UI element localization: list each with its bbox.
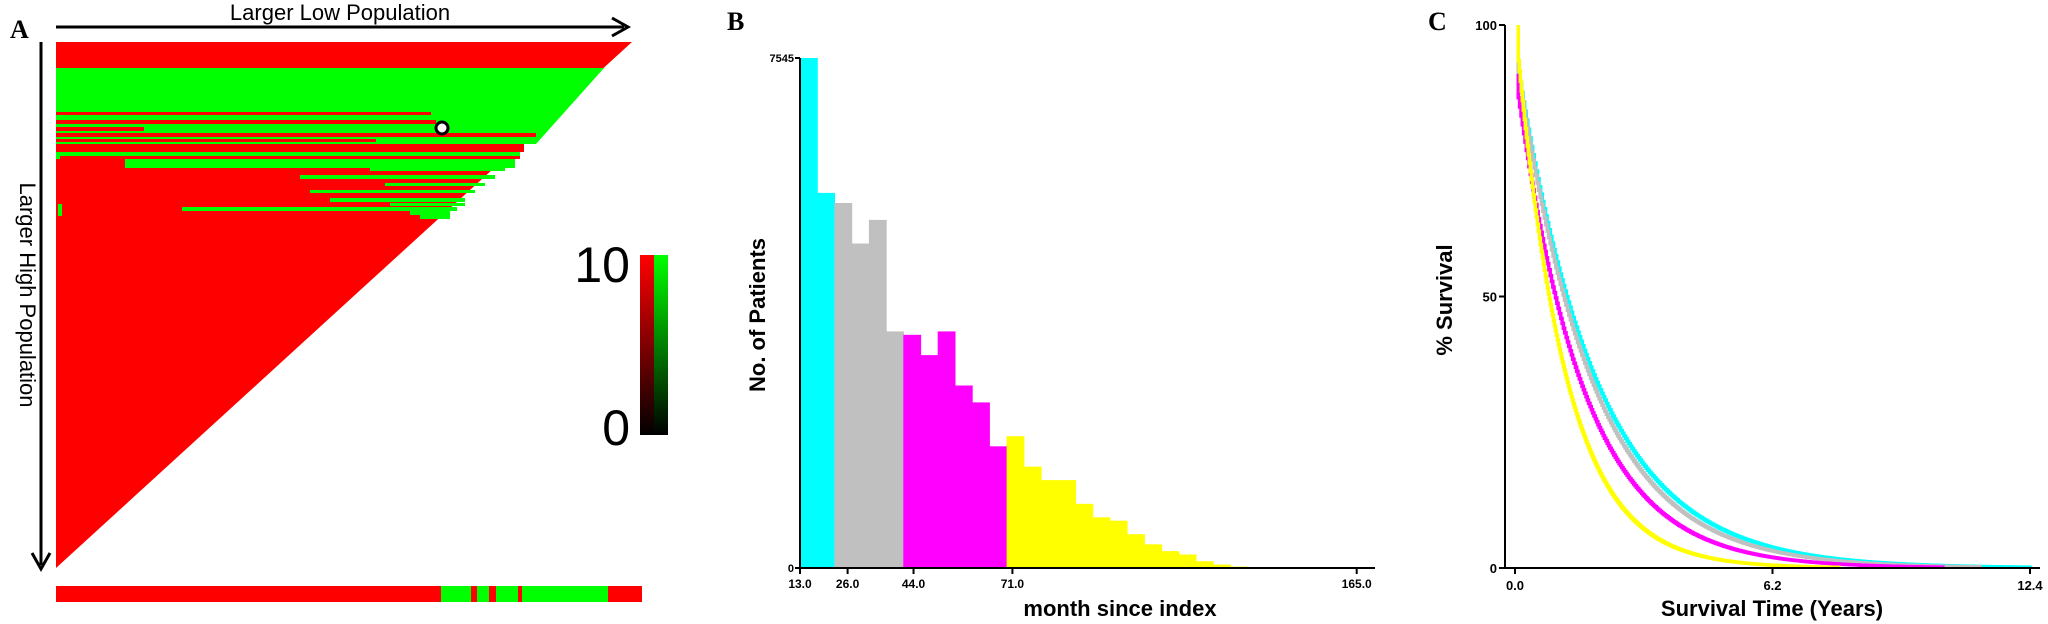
b-ytick-label-zero: 0 <box>788 563 794 575</box>
bottom-bar-segment <box>477 586 489 602</box>
heatmap-bottom-bar <box>56 586 642 602</box>
bottom-bar-segment <box>441 586 471 602</box>
histogram-bar <box>1092 517 1111 568</box>
histogram-bar <box>937 331 956 568</box>
panel-b-label: B <box>727 7 744 36</box>
b-xtick-label: 26.0 <box>836 577 860 591</box>
histogram-bar <box>868 219 887 568</box>
heatmap-stripe <box>56 127 144 131</box>
heatmap-stripe <box>56 144 524 152</box>
b-xtick-label: 71.0 <box>1001 577 1025 591</box>
c-xtick-label: 12.4 <box>2017 578 2043 593</box>
colorbar-red <box>640 255 654 435</box>
histogram-bar <box>1058 480 1076 568</box>
heatmap-stripe <box>420 215 450 219</box>
heatmap-stripe <box>390 203 465 206</box>
heatmap-stripe <box>330 198 465 202</box>
b-xtick-label: 13.0 <box>788 577 812 591</box>
heatmap-stripe <box>56 112 431 115</box>
histogram-bar <box>1109 520 1128 568</box>
b-x-ticks: 13.0 26.0 44.0 71.0 165.0 <box>788 568 1372 591</box>
survival-curves <box>1516 25 2032 570</box>
heatmap-stripe <box>410 211 450 215</box>
histogram-bar <box>1213 564 1231 568</box>
histogram-bar <box>903 334 922 568</box>
histogram-bar <box>1041 480 1059 568</box>
b-xtick-label: 165.0 <box>1342 577 1372 591</box>
histogram-bar <box>972 402 990 568</box>
bottom-bar-segment <box>522 586 608 602</box>
histogram-bar <box>851 243 870 568</box>
panel-a-heatmap: A Larger Low Population Larger High Popu… <box>10 0 668 602</box>
heatmap-stripe <box>56 120 436 124</box>
heatmap-stripe <box>56 133 536 137</box>
histogram-bar <box>817 192 835 568</box>
survival-curve <box>1516 25 1841 570</box>
heatmap-marker <box>434 120 450 136</box>
c-xtick-label: 0.0 <box>1506 578 1524 593</box>
c-xtick-label: 6.2 <box>1763 578 1781 593</box>
histogram-bar <box>1127 534 1145 568</box>
heatmap-green-region <box>56 68 604 144</box>
c-xlabel: Survival Time (Years) <box>1661 596 1883 621</box>
b-xtick-label: 44.0 <box>902 577 926 591</box>
heatmap-stripe <box>56 152 520 159</box>
heatmap-stripe <box>125 159 515 168</box>
panel-c-survival: C 0 50 100 0.0 6.2 12.4 Survival Time (Years)… <box>1428 7 2043 621</box>
heatmap-stripe <box>385 183 485 186</box>
colorbar-green <box>654 255 668 435</box>
heatmap-stripe <box>182 207 457 211</box>
c-ytick-label: 50 <box>1483 290 1497 305</box>
bottom-bar-base <box>56 586 642 602</box>
colorbar: 10 0 <box>574 237 668 456</box>
survival-curve <box>1516 52 2032 569</box>
histogram-bar <box>1195 561 1214 568</box>
panel-a-label: A <box>10 15 29 44</box>
c-ylabel: % Survival <box>1432 244 1457 355</box>
heatmap-stripe <box>310 190 475 193</box>
heatmap-stripe <box>56 139 376 142</box>
panel-b-histogram: B 7545 0 13.0 26.0 44.0 71.0 165.0 month sin… <box>727 7 1375 621</box>
bottom-bar-segment <box>496 586 518 602</box>
b-ylabel: No. of Patients <box>745 238 770 392</box>
heatmap-stripe <box>370 168 505 171</box>
histogram-bar <box>989 446 1008 568</box>
survival-curve <box>1516 73 1945 569</box>
histogram-bar <box>1178 554 1197 568</box>
c-ytick-label: 100 <box>1475 18 1497 33</box>
heatmap-stripe <box>60 156 520 159</box>
histogram-bar <box>1144 544 1163 568</box>
histogram-bar <box>834 203 853 568</box>
histogram-bar <box>1075 503 1094 568</box>
c-ytick-label: 0 <box>1490 561 1497 576</box>
histogram-bar <box>1006 436 1025 568</box>
heatmap-stripe <box>58 204 62 216</box>
histogram-bars <box>800 58 1249 568</box>
colorbar-min-label: 0 <box>602 400 630 456</box>
panel-a-xlabel: Larger Low Population <box>230 0 450 25</box>
histogram-bar <box>954 385 973 568</box>
survival-curve <box>1516 52 1982 569</box>
histogram-bar <box>886 331 904 568</box>
x-arrow-head <box>611 16 632 38</box>
heatmap-stripe <box>300 175 495 179</box>
histogram-bar <box>800 58 818 568</box>
colorbar-max-label: 10 <box>574 237 630 293</box>
panel-a-ylabel: Larger High Population <box>15 182 40 407</box>
c-ticks: 0 50 100 0.0 6.2 12.4 <box>1475 18 2043 593</box>
y-arrow-head <box>30 552 52 573</box>
heatmap-row-stripes <box>56 112 536 219</box>
b-xlabel: month since index <box>1023 596 1217 621</box>
histogram-bar <box>920 355 939 568</box>
heatmap-triangle <box>56 42 632 568</box>
panel-c-label: C <box>1428 7 1447 36</box>
b-ytick-label-max: 7545 <box>770 53 794 65</box>
histogram-bar <box>1023 466 1042 568</box>
histogram-bar <box>1161 551 1180 568</box>
